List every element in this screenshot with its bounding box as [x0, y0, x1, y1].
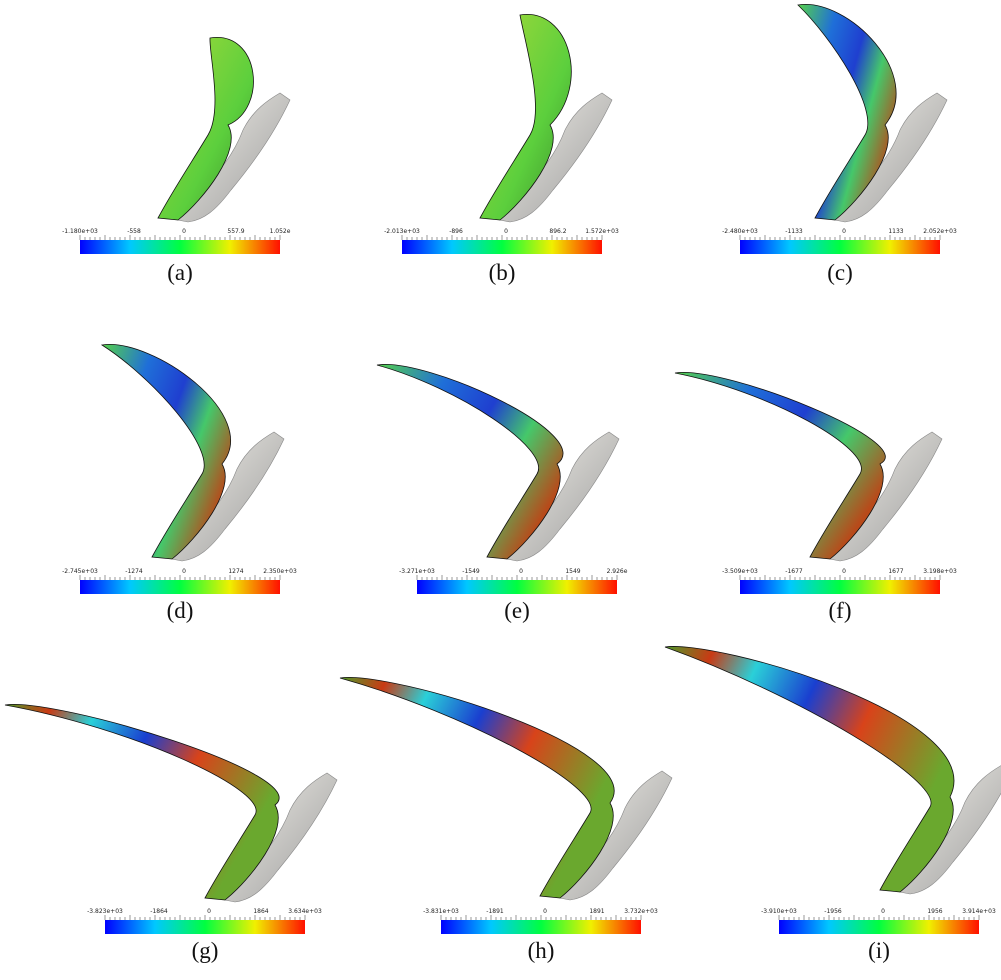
colorbar-tick-label: 0	[842, 228, 846, 235]
panel: -3.271e+03 -1549 0 1549 2.926e (e)	[377, 364, 628, 623]
panel-caption: (d)	[167, 598, 194, 623]
deformed-surface	[340, 677, 614, 898]
surface	[5, 704, 337, 902]
colorbar-tick-label: 1677	[888, 568, 903, 575]
colorbar-tick-label: -1956	[824, 908, 842, 915]
colorbar	[441, 920, 641, 934]
colorbar-tick-label: 0	[182, 228, 186, 235]
deformed-surface	[665, 646, 954, 892]
colorbar-tick-label: 2.350e+03	[263, 568, 297, 575]
panel-caption: (c)	[827, 260, 853, 285]
colorbar-tick-label: -1891	[486, 908, 504, 915]
colorbar-tick-label: 0	[519, 568, 523, 575]
panel-caption: (i)	[868, 938, 890, 963]
colorbar	[417, 580, 617, 594]
colorbar	[80, 240, 280, 254]
colorbar-tick-label: -896	[449, 228, 463, 235]
colorbar	[779, 920, 979, 934]
surface	[377, 364, 619, 561]
panel-caption: (f)	[829, 598, 852, 623]
deformed-surface	[377, 364, 563, 559]
panel-caption: (b)	[489, 260, 516, 285]
colorbar-tick-label: 0	[207, 908, 211, 915]
colorbar-tick-label: -1274	[125, 568, 143, 575]
colorbar-tick-label: 3.914e+03	[962, 908, 996, 915]
colorbar-tick-label: 1.572e+03	[585, 228, 619, 235]
surface	[102, 344, 284, 561]
colorbar-tick-label: -3.831e+03	[423, 908, 459, 915]
colorbar-tick-label: -558	[127, 228, 141, 235]
colorbar-tick-label: 3.634e+03	[288, 908, 322, 915]
colorbar	[105, 920, 305, 934]
figure: -1.180e+03-5580557.91.052e(a)-2.013e+03-…	[0, 0, 1001, 980]
panel: -2.480e+03 -1133 0 1133 2.052e+03 (c)	[722, 4, 957, 285]
surface	[665, 646, 1001, 894]
colorbar-tick-label: -1864	[150, 908, 168, 915]
colorbar-tick-label: 0	[543, 908, 547, 915]
panel: -3.831e+03 -1891 0 1891 3.732e+03 (h)	[340, 677, 672, 963]
colorbar-tick-label: 557.9	[227, 228, 244, 235]
colorbar	[402, 240, 602, 254]
surface	[340, 677, 672, 900]
surface	[798, 4, 947, 222]
colorbar-tick-label: 3.198e+03	[923, 568, 957, 575]
colorbar-tick-label: 1549	[565, 568, 580, 575]
colorbar-tick-label: -1133	[785, 228, 803, 235]
deformed-surface	[480, 14, 571, 220]
colorbar-tick-label: 0	[881, 908, 885, 915]
colorbar-tick-label: -3.910e+03	[761, 908, 797, 915]
colorbar-tick-label: 1891	[589, 908, 604, 915]
colorbar-tick-label: -2.480e+03	[722, 228, 758, 235]
colorbar-tick-label: 1864	[253, 908, 268, 915]
panel: -3.910e+03 -1956 0 1956 3.914e+03 (i)	[665, 646, 1001, 963]
colorbar-tick-label: 1.052e	[270, 228, 291, 235]
deformed-surface	[675, 372, 885, 559]
colorbar-tick-label: 0	[182, 568, 186, 575]
panel-caption: (h)	[528, 938, 555, 963]
colorbar	[80, 580, 280, 594]
colorbar-tick-label: -1677	[785, 568, 803, 575]
colorbar-tick-label: 1956	[927, 908, 942, 915]
panel: -2.745e+03 -1274 0 1274 2.350e+03 (d)	[62, 344, 297, 623]
panel-caption: (e)	[504, 598, 530, 623]
panel: -3.509e+03 -1677 0 1677 3.198e+03 (f)	[675, 372, 957, 623]
deformed-surface	[5, 704, 279, 900]
colorbar-tick-label: 3.732e+03	[624, 908, 658, 915]
colorbar-tick-label: -1.180e+03	[62, 228, 98, 235]
colorbar-tick-label: -1549	[462, 568, 480, 575]
colorbar-tick-label: -3.509e+03	[722, 568, 758, 575]
surface	[480, 14, 612, 222]
panel: -3.823e+03 -1864 0 1864 3.634e+03 (g)	[5, 704, 337, 963]
surface	[158, 37, 290, 222]
colorbar-tick-label: 0	[842, 568, 846, 575]
colorbar-tick-label: -2.013e+03	[384, 228, 420, 235]
panel: -1.180e+03 -558 0 557.9 1.052e (a)	[62, 37, 291, 285]
colorbar-tick-label: 2.926e	[607, 568, 628, 575]
panel: -2.013e+03 -896 0 896.2 1.572e+03 (b)	[384, 14, 619, 285]
colorbar	[740, 240, 940, 254]
colorbar-tick-label: -3.823e+03	[87, 908, 123, 915]
colorbar-tick-label: 0	[504, 228, 508, 235]
colorbar-tick-label: -3.271e+03	[399, 568, 435, 575]
colorbar-tick-label: 2.052e+03	[923, 228, 957, 235]
colorbar-tick-label: 1274	[228, 568, 243, 575]
colorbar	[740, 580, 940, 594]
panel-caption: (g)	[192, 938, 219, 963]
panel-caption: (a)	[167, 260, 193, 285]
surface	[675, 372, 942, 561]
colorbar-tick-label: 896.2	[549, 228, 566, 235]
colorbar-tick-label: -2.745e+03	[62, 568, 98, 575]
colorbar-tick-label: 1133	[888, 228, 903, 235]
